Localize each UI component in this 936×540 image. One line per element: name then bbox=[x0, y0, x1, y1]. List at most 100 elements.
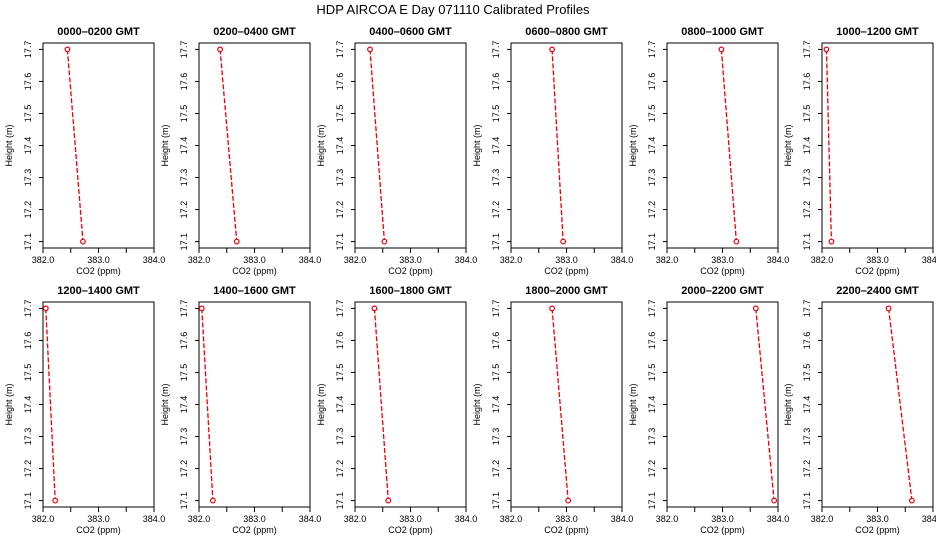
y-tick-label: 17.3 bbox=[802, 428, 812, 446]
data-point bbox=[752, 305, 759, 312]
y-tick-label: 17.6 bbox=[647, 332, 657, 350]
panel-7: 1400–1600 GMT 382.0 383.0 384.0 CO2 (ppm) 17.… bbox=[160, 285, 321, 535]
x-tick-label: 384.0 bbox=[767, 514, 790, 524]
panel-11: 2200–2400 GMT 382.0 383.0 384.0 CO2 (ppm) 17.… bbox=[783, 285, 936, 535]
panel-title: 1000–1200 GMT bbox=[836, 26, 919, 38]
profile-line bbox=[219, 49, 238, 242]
x-tick-label: 384.0 bbox=[299, 514, 322, 524]
data-point bbox=[565, 497, 572, 504]
y-tick-label: 17.7 bbox=[23, 41, 33, 59]
y-tick-label: 17.1 bbox=[491, 233, 501, 251]
x-axis-label: CO2 (ppm) bbox=[232, 266, 277, 276]
y-tick-label: 17.3 bbox=[23, 169, 33, 187]
x-tick-label: 384.0 bbox=[922, 514, 936, 524]
data-point bbox=[198, 305, 205, 312]
profile-line bbox=[373, 308, 389, 501]
y-tick-label: 17.6 bbox=[491, 73, 501, 91]
y-tick-label: 17.1 bbox=[802, 233, 812, 251]
data-point bbox=[209, 497, 216, 504]
data-point bbox=[549, 305, 555, 312]
y-tick-label: 17.1 bbox=[179, 233, 189, 251]
y-tick-label: 17.5 bbox=[179, 105, 189, 123]
x-tick-label: 384.0 bbox=[299, 255, 322, 265]
panel-1: 0200–0400 GMT 382.0 383.0 384.0 CO2 (ppm) 17.… bbox=[160, 26, 321, 276]
y-tick-label: 17.4 bbox=[335, 396, 345, 414]
data-point bbox=[42, 305, 49, 312]
x-tick-label: 383.0 bbox=[866, 255, 889, 265]
y-tick-label: 17.1 bbox=[647, 492, 657, 510]
y-tick-label: 17.4 bbox=[491, 396, 501, 414]
profile-line bbox=[551, 308, 569, 501]
plot-frame bbox=[198, 42, 311, 249]
y-tick-label: 17.2 bbox=[802, 201, 812, 219]
x-tick-label: 382.0 bbox=[188, 255, 211, 265]
data-point bbox=[828, 238, 835, 245]
panel-title: 0800–1000 GMT bbox=[681, 26, 764, 38]
data-point bbox=[52, 497, 59, 504]
plot-frame bbox=[354, 301, 467, 508]
y-tick-label: 17.2 bbox=[23, 201, 33, 219]
y-tick-label: 17.4 bbox=[179, 137, 189, 155]
y-axis-label: Height (m) bbox=[783, 124, 793, 166]
panel-0: 0000–0200 GMT 382.0 383.0 384.0 CO2 (ppm) 17.… bbox=[4, 26, 165, 276]
x-tick-label: 382.0 bbox=[32, 255, 55, 265]
data-point bbox=[367, 46, 373, 53]
profile-line bbox=[551, 49, 564, 242]
x-tick-label: 383.0 bbox=[243, 514, 266, 524]
y-tick-label: 17.7 bbox=[179, 300, 189, 318]
profile-line bbox=[45, 308, 56, 501]
y-tick-label: 17.4 bbox=[647, 137, 657, 155]
y-tick-label: 17.3 bbox=[23, 428, 33, 446]
plot-frame bbox=[198, 301, 311, 508]
x-axis-label: CO2 (ppm) bbox=[700, 266, 745, 276]
plot-frame bbox=[510, 42, 623, 249]
y-tick-label: 17.5 bbox=[802, 364, 812, 382]
panels-grid: 0000–0200 GMT 382.0 383.0 384.0 CO2 (ppm) 17.… bbox=[4, 26, 936, 535]
y-tick-label: 17.5 bbox=[23, 105, 33, 123]
data-point bbox=[885, 305, 892, 312]
profile-line bbox=[66, 49, 84, 242]
y-tick-label: 17.6 bbox=[802, 73, 812, 91]
y-axis-label: Height (m) bbox=[472, 383, 482, 425]
panel-title: 1200–1400 GMT bbox=[57, 285, 140, 297]
y-tick-label: 17.6 bbox=[23, 332, 33, 350]
y-axis-label: Height (m) bbox=[316, 383, 326, 425]
y-tick-label: 17.2 bbox=[179, 201, 189, 219]
profile-line bbox=[887, 308, 913, 501]
x-axis-label: CO2 (ppm) bbox=[76, 525, 121, 535]
y-tick-label: 17.5 bbox=[647, 364, 657, 382]
y-tick-label: 17.4 bbox=[647, 396, 657, 414]
panel-5: 1000–1200 GMT 382.0 383.0 384.0 CO2 (ppm) 17.… bbox=[783, 26, 936, 276]
panel-title: 1800–2000 GMT bbox=[525, 285, 608, 297]
panel-title: 2000–2200 GMT bbox=[681, 285, 764, 297]
panel-2: 0400–0600 GMT 382.0 383.0 384.0 CO2 (ppm) 17.… bbox=[316, 26, 477, 276]
x-tick-label: 382.0 bbox=[500, 514, 523, 524]
y-tick-label: 17.3 bbox=[179, 428, 189, 446]
x-axis-label: CO2 (ppm) bbox=[388, 525, 433, 535]
profile-line bbox=[369, 49, 386, 242]
y-tick-label: 17.7 bbox=[647, 300, 657, 318]
plot-frame bbox=[42, 301, 155, 508]
y-tick-label: 17.2 bbox=[335, 460, 345, 478]
x-tick-label: 384.0 bbox=[455, 514, 478, 524]
x-tick-label: 384.0 bbox=[611, 255, 634, 265]
data-point bbox=[217, 46, 223, 53]
y-tick-label: 17.5 bbox=[491, 105, 501, 123]
y-tick-label: 17.4 bbox=[23, 396, 33, 414]
y-tick-label: 17.4 bbox=[335, 137, 345, 155]
y-tick-label: 17.2 bbox=[335, 201, 345, 219]
y-tick-label: 17.1 bbox=[802, 492, 812, 510]
y-tick-label: 17.1 bbox=[647, 233, 657, 251]
x-tick-label: 383.0 bbox=[87, 514, 110, 524]
y-tick-label: 17.6 bbox=[179, 332, 189, 350]
x-tick-label: 382.0 bbox=[32, 514, 55, 524]
y-tick-label: 17.1 bbox=[335, 233, 345, 251]
plot-frame bbox=[821, 301, 934, 508]
panel-6: 1200–1400 GMT 382.0 383.0 384.0 CO2 (ppm) 17.… bbox=[4, 285, 165, 535]
y-tick-label: 17.3 bbox=[179, 169, 189, 187]
x-tick-label: 382.0 bbox=[344, 514, 367, 524]
y-tick-label: 17.3 bbox=[647, 169, 657, 187]
y-tick-label: 17.4 bbox=[179, 396, 189, 414]
y-tick-label: 17.5 bbox=[335, 364, 345, 382]
